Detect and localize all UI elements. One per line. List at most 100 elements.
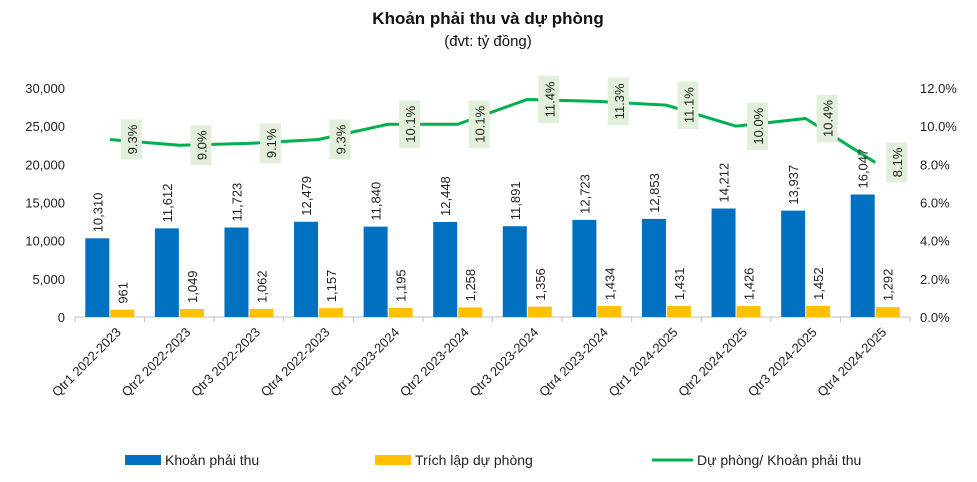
y-left-tick-label: 15,000 (25, 196, 65, 211)
ratio-label-box (607, 77, 629, 126)
ratio-data-label: 9.3% (334, 124, 349, 154)
y-right-tick-label: 8.0% (920, 157, 950, 172)
bar-khoan-phai-thu (224, 227, 249, 317)
bar-khoan-phai-thu (711, 208, 736, 317)
ratio-data-label: 10.1% (473, 105, 488, 142)
x-category-label: Qtr3 2022-2023 (188, 325, 263, 400)
x-category-label: Qtr3 2024-2025 (745, 325, 820, 400)
bar-khoan-phai-thu (433, 221, 458, 317)
y-right-tick-label: 4.0% (920, 234, 950, 249)
bar-data-label: 12,479 (299, 176, 314, 216)
bar-trich-lap-du-phong (110, 309, 135, 317)
x-category-label: Qtr2 2022-2023 (118, 325, 193, 400)
bar-data-label: 12,448 (438, 176, 453, 216)
bar-data-label: 1,258 (463, 269, 478, 302)
bar-trich-lap-du-phong (736, 306, 761, 317)
y-left-tick-label: 5,000 (32, 272, 65, 287)
x-category-label: Qtr2 2024-2025 (675, 325, 750, 400)
bar-khoan-phai-thu (641, 218, 666, 317)
ratio-data-label: 9.0% (194, 130, 209, 160)
chart-title: Khoản phải thu và dự phòng (372, 9, 603, 28)
bar-trich-lap-du-phong (806, 305, 831, 317)
ratio-label-box (677, 81, 699, 129)
bar-data-label: 1,157 (324, 270, 339, 303)
ratio-label-group: 10.1% (468, 100, 490, 149)
bar-data-label: 11,840 (369, 182, 384, 221)
bar-data-label: 11,891 (508, 181, 523, 220)
ratio-label-box (468, 100, 490, 149)
bar-data-label: 1,426 (742, 268, 757, 301)
ratio-label-box (120, 119, 142, 160)
y-left-tick-label: 20,000 (25, 157, 65, 172)
x-category-label: Qtr4 2024-2025 (814, 325, 889, 400)
y-right-tick-label: 12.0% (920, 81, 957, 96)
bar-khoan-phai-thu (294, 221, 319, 317)
bar-data-label: 12,723 (577, 174, 592, 214)
ratio-label-group: 9.1% (259, 123, 281, 164)
ratio-data-label: 11.3% (612, 83, 627, 119)
ratio-label-group: 10.0% (747, 102, 769, 150)
ratio-data-label: 10.1% (403, 105, 418, 142)
ratio-label-group: 11.1% (677, 81, 699, 129)
bar-data-label: 12,853 (647, 173, 662, 213)
bar-data-label: 1,434 (602, 268, 617, 301)
y-left-tick-label: 30,000 (25, 81, 65, 96)
bar-khoan-phai-thu (572, 219, 597, 317)
ratio-label-group: 8.1% (886, 142, 908, 183)
ratio-label-group: 9.3% (120, 119, 142, 160)
x-category-label: Qtr1 2022-2023 (49, 325, 124, 400)
ratio-label-box (190, 125, 212, 166)
bar-khoan-phai-thu (154, 228, 179, 317)
bar-khoan-phai-thu (850, 194, 875, 317)
ratio-label-group: 11.3% (607, 77, 629, 126)
bar-trich-lap-du-phong (249, 308, 274, 317)
ratio-data-label: 8.1% (890, 147, 905, 177)
ratio-label-group: 10.1% (399, 100, 421, 149)
ratio-label-box (538, 75, 560, 124)
ratio-label-box (399, 100, 421, 149)
y-right-tick-label: 2.0% (920, 272, 950, 287)
bar-trich-lap-du-phong (875, 307, 900, 317)
ratio-data-label: 10.0% (751, 107, 766, 144)
bar-data-label: 14,212 (717, 163, 732, 203)
ratio-label-group: 10.4% (816, 94, 838, 143)
bar-khoan-phai-thu (781, 210, 806, 317)
bar-trich-lap-du-phong (597, 306, 622, 317)
ratio-label-box (747, 102, 769, 150)
ratio-label-box (259, 123, 281, 164)
bar-trich-lap-du-phong (179, 308, 204, 317)
x-category-label: Qtr1 2023-2024 (327, 325, 402, 400)
ratio-label-box (816, 94, 838, 143)
ratio-data-label: 11.1% (681, 87, 696, 123)
y-right-tick-label: 0.0% (920, 310, 950, 325)
bar-trich-lap-du-phong (388, 307, 413, 317)
bar-data-label: 1,195 (394, 269, 409, 302)
x-category-label: Qtr4 2023-2024 (536, 325, 611, 400)
bar-data-label: 11,723 (229, 183, 244, 222)
ratio-label-group: 11.4% (538, 75, 560, 124)
bar-trich-lap-du-phong (666, 306, 691, 317)
bar-data-label: 1,292 (881, 269, 896, 302)
legend-label: Dự phòng/ Khoản phải thu (697, 452, 861, 468)
legend-swatch (125, 455, 161, 465)
y-left-tick-label: 10,000 (25, 234, 65, 249)
bar-trich-lap-du-phong (527, 306, 552, 317)
y-right-tick-label: 6.0% (920, 196, 950, 211)
x-category-label: Qtr2 2023-2024 (397, 325, 472, 400)
x-category-label: Qtr3 2023-2024 (466, 325, 541, 400)
y-right-tick-label: 10.0% (920, 119, 957, 134)
chart-subtitle: (đvt: tỷ đồng) (444, 33, 532, 50)
bar-data-label: 1,049 (185, 270, 200, 303)
bar-khoan-phai-thu (502, 226, 527, 317)
ratio-data-label: 9.3% (125, 124, 140, 154)
y-left-tick-label: 0 (58, 310, 65, 325)
ratio-data-label: 11.4% (542, 81, 557, 117)
bar-data-label: 1,431 (672, 268, 687, 301)
bar-data-label: 11,612 (160, 184, 175, 223)
bar-data-label: 10,310 (90, 193, 105, 233)
bar-khoan-phai-thu (363, 226, 388, 317)
bar-data-label: 961 (115, 282, 130, 304)
ratio-label-box (886, 142, 908, 183)
bar-trich-lap-du-phong (319, 308, 344, 317)
